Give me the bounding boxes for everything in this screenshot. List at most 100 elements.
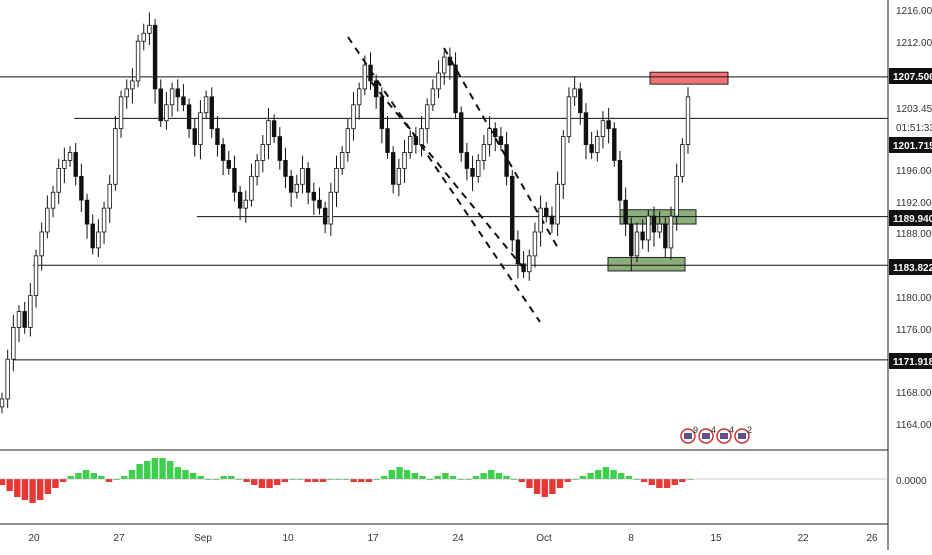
price-axis[interactable]: 1216.000 1212.000 1203.453 1196.000 1192… [889,6,932,487]
candle-body [33,255,39,297]
candle-body [606,120,611,130]
histogram-bar-positive [373,479,380,480]
y-tick-label: 1164.000 [896,420,932,431]
candle-body [595,136,600,153]
candle-body [407,136,413,153]
support-zone [607,256,686,272]
event-badge-count: 2 [747,425,752,435]
candle-body [175,88,180,98]
candle-body [385,128,390,153]
candle-body [351,104,356,130]
histogram-bar-negative [21,479,29,500]
histogram-bar-negative [6,479,13,491]
us-flag-icon[interactable]: 2 [734,425,752,444]
candle-body [646,215,651,241]
histogram-bar-positive [510,479,518,480]
candle-body [209,96,214,130]
candle-body [663,223,668,249]
histogram-bar-positive [174,467,182,479]
candle-body [504,144,509,177]
horizontal-lines-layer [0,76,888,361]
histogram-bar-positive [205,479,212,480]
countdown-label: 01:51:33 [896,123,932,134]
us-flag-icon[interactable]: 4 [698,425,716,444]
histogram-bar-positive [595,470,602,479]
histogram-bar-positive [113,479,120,480]
x-tick-label: Oct [536,533,552,544]
candle-body [657,223,662,233]
histogram-bar-positive [289,479,296,480]
histogram-bar-negative [251,479,258,485]
histogram-bar-negative [37,479,44,500]
candle-body [549,215,555,225]
candle-body [498,136,504,145]
histogram-bar-positive [618,473,625,479]
candle-body [339,152,345,169]
histogram-bar-negative [564,479,571,482]
histogram-bar-negative [556,479,564,488]
candle-body [73,152,78,177]
event-badge-count: 4 [711,425,716,435]
candle-body [16,311,22,328]
y-tick-label: 1180.000 [896,293,932,304]
event-badges-layer[interactable]: 9 4 4 2 [680,425,752,444]
histogram-bar-negative [656,479,663,488]
candle-body [617,160,623,201]
histogram-bar-positive [67,476,74,479]
histogram-bar-positive [98,476,105,479]
histogram-bar-positive [396,467,403,479]
histogram-bar-positive [159,458,166,479]
histogram-bar-positive [235,479,243,480]
candle-body [566,96,572,137]
histogram-bar-positive [90,473,97,479]
time-axis[interactable]: 20 27 Sep 10 17 24 Oct 8 15 22 26 [28,533,878,544]
candle-body [215,128,220,145]
histogram-bar-positive [189,473,197,479]
price-tag [889,68,932,84]
candle-body [101,207,107,233]
candle-body [555,183,560,225]
candle-body [589,144,594,153]
oscillator-histogram-layer [0,458,888,503]
candle-body [107,183,112,209]
histogram-bar-positive [335,479,342,480]
candle-body [181,96,186,106]
candle-body [532,231,538,257]
candle-body [164,104,169,122]
histogram-bar-negative [52,479,59,488]
candle-body [442,56,447,74]
histogram-bar-positive [472,476,480,479]
candle-body [5,358,10,400]
histogram-bar-negative [304,479,311,482]
price-tag-label: 1207.506 [893,72,932,83]
histogram-bar-positive [197,476,204,479]
candle-body [600,120,606,137]
histogram-bar-positive [381,476,388,479]
histogram-bar-positive [587,473,594,479]
y-tick-label: 1176.000 [896,325,932,336]
candle-body [334,167,339,193]
y-tick-label: 1203.453 [896,104,932,115]
candle-body [481,144,487,161]
us-flag-icon[interactable]: 9 [680,425,698,444]
candle-body [685,96,691,145]
candle-body [237,191,243,209]
candle-body [45,207,50,233]
candles-layer [0,12,691,414]
candle-body [118,96,124,130]
histogram-bar-negative [281,479,289,482]
histogram-bar-positive [686,479,694,480]
histogram-bar-positive [212,479,220,480]
histogram-bar-positive [121,476,128,479]
candle-body [680,144,685,177]
x-tick-label: 8 [628,533,634,544]
candle-body [283,160,288,177]
candle-body [169,88,175,106]
candle-body [583,112,589,145]
candle-body [476,160,481,177]
y-tick-label: 1216.000 [896,6,932,17]
us-flag-icon[interactable]: 4 [716,425,734,444]
histogram-bar-negative [648,479,655,485]
